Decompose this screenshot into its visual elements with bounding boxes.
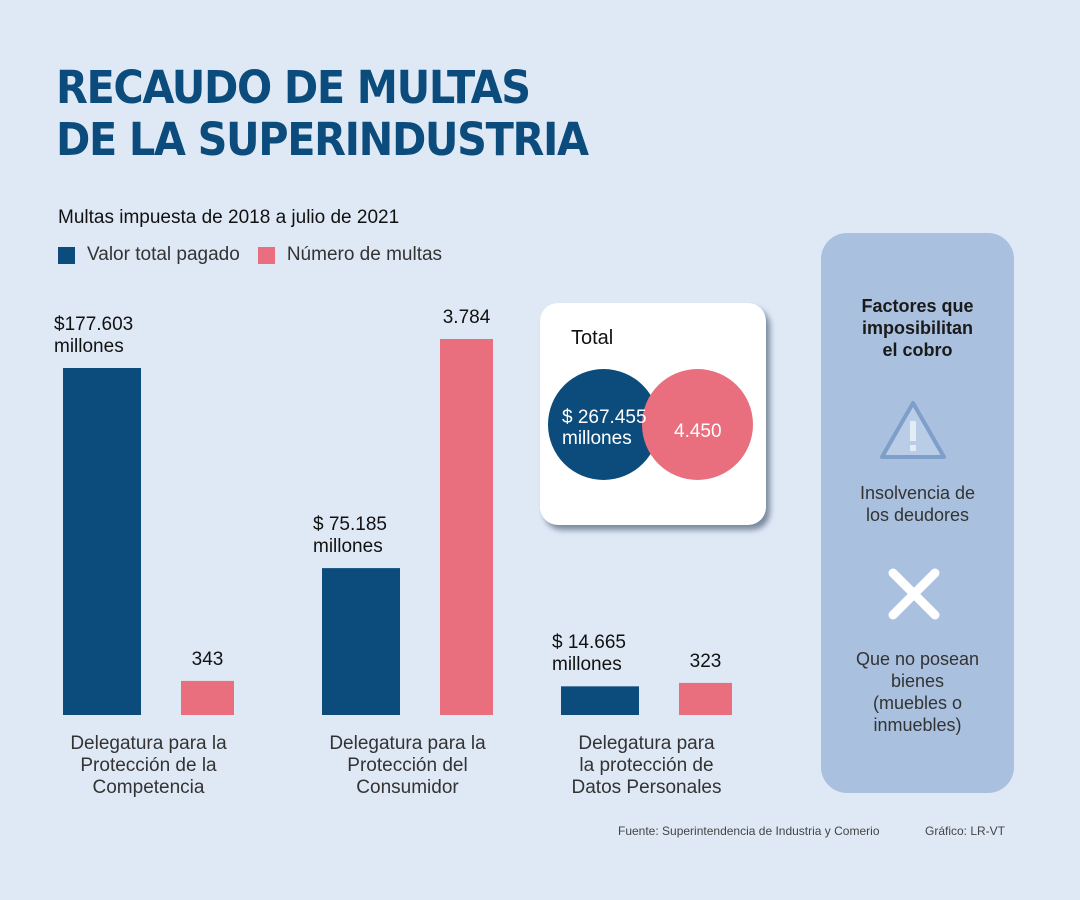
total-value-line2: millones — [562, 428, 632, 449]
legend: Valor total pagado Número de multas — [58, 244, 460, 266]
factor-line: los deudores — [865, 505, 970, 525]
total-count-circle — [642, 369, 753, 480]
legend-item-numero: Número de multas — [257, 244, 443, 266]
category-label-line: Competencia — [92, 777, 205, 798]
factors-title-line: imposibilitan — [861, 318, 973, 338]
title-line-2: DE LA SUPERINDUSTRIA — [56, 113, 589, 166]
data-label-line: $ 75.185 — [313, 514, 387, 536]
legend-label-valor: Valor total pagado — [87, 244, 240, 265]
data-label-numero-1: 3.784 — [443, 307, 491, 329]
warning-icon — [880, 401, 946, 459]
category-label-line: Datos Personales — [571, 777, 722, 798]
category-label-line: Consumidor — [356, 777, 459, 798]
category-label-line: la protección de — [579, 755, 714, 776]
total-value-circle — [548, 369, 659, 480]
bar-numero-1 — [440, 339, 493, 715]
data-label-line: millones — [54, 336, 124, 357]
legend-swatch-numero — [257, 246, 275, 264]
factors-title: Factores que imposibilitan el cobro — [821, 295, 1014, 361]
factors-title-line: Factores que — [861, 296, 974, 316]
x-icon — [888, 568, 940, 620]
total-count-label: 4.450 — [674, 421, 722, 442]
factor-bienes: Que no posean bienes (muebles o inmueble… — [821, 648, 1014, 736]
factor-line: inmuebles) — [873, 715, 962, 735]
source-note: Fuente: Superintendencia de Industria y … — [618, 824, 880, 838]
data-label-line: 323 — [689, 650, 722, 672]
bar-valor-2 — [561, 686, 639, 715]
bar-valor-0 — [63, 368, 141, 715]
data-label-numero-0: 343 — [192, 649, 224, 671]
data-label-line: 3.784 — [442, 307, 491, 328]
chart-subtitle: Multas impuesta de 2018 a julio de 2021 — [58, 207, 400, 228]
legend-label-numero: Número de multas — [286, 244, 443, 265]
bar-chart — [63, 339, 732, 715]
data-label-valor-1: $ 75.185 millones — [313, 514, 387, 558]
category-label-line: Delegatura para — [578, 733, 715, 754]
factor-line: Que no posean — [855, 649, 980, 669]
total-value-line1: $ 267.455 — [562, 407, 647, 428]
data-label-line: 343 — [191, 648, 224, 670]
factors-panel: Factores que imposibilitan el cobro Inso… — [821, 233, 1014, 793]
category-label-2: Delegatura para la protección de Datos Per… — [537, 733, 757, 799]
factor-line: bienes — [890, 671, 945, 691]
category-label-0: Delegatura para la Protección de la Compet… — [39, 733, 259, 799]
data-label-line: $ 14.665 — [552, 632, 626, 654]
factor-line: Insolvencia de — [859, 483, 976, 503]
total-card: Total $ 267.455 millones 4.450 — [540, 303, 766, 525]
title-line-1: RECAUDO DE MULTAS — [56, 61, 531, 114]
data-label-numero-2: 323 — [690, 651, 722, 673]
data-label-line: millones — [313, 536, 383, 558]
bar-numero-0 — [181, 680, 234, 715]
factor-insolvencia: Insolvencia de los deudores — [821, 482, 1014, 526]
category-label-1: Delegatura para la Protección del Consumid… — [298, 733, 518, 799]
legend-item-valor: Valor total pagado — [58, 244, 240, 266]
data-label-valor-0: $177.603 millones — [54, 314, 133, 358]
page-title: RECAUDO DE MULTAS DE LA SUPERINDUSTRIA — [56, 61, 589, 166]
category-label-line: Delegatura para la — [329, 733, 486, 754]
bar-valor-1 — [322, 568, 400, 715]
data-label-line: $177.603 — [54, 314, 134, 335]
factors-title-line: el cobro — [882, 340, 953, 360]
total-value-label: $ 267.455 millones — [562, 407, 647, 449]
credit-note: Gráfico: LR-VT — [925, 824, 1006, 838]
bar-numero-2 — [679, 682, 732, 715]
data-label-line: millones — [552, 654, 622, 676]
category-label-line: Delegatura para la — [70, 733, 227, 754]
category-label-line: Protección del — [347, 755, 468, 776]
category-label-line: Protección de la — [80, 755, 217, 776]
legend-swatch-valor — [58, 246, 75, 264]
total-title: Total — [571, 327, 614, 349]
data-label-valor-2: $ 14.665 millones — [552, 632, 626, 676]
factor-line: (muebles o — [872, 693, 963, 713]
